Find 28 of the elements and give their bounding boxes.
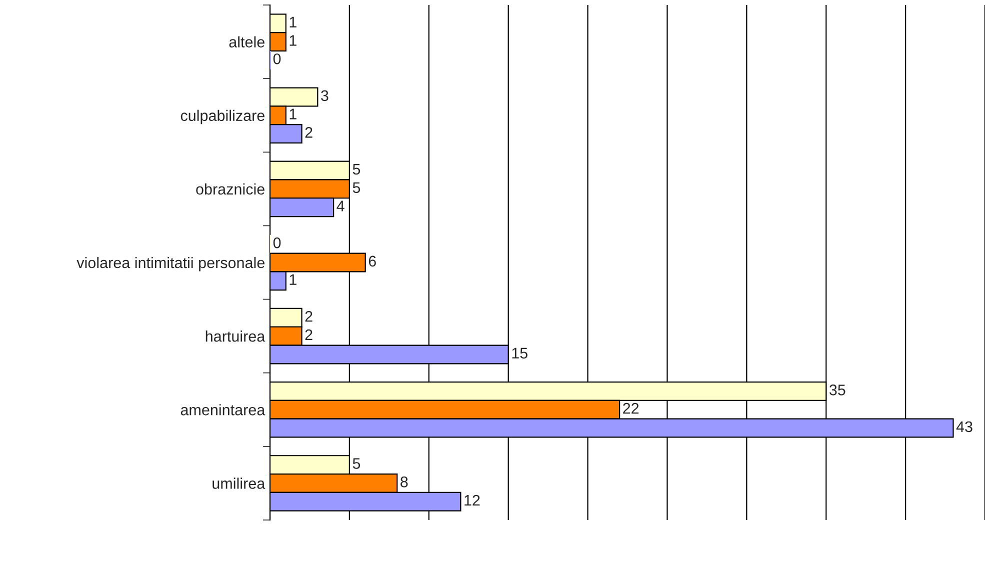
data-label: 15 — [512, 348, 528, 359]
y-tick-label: umilirea — [212, 478, 266, 489]
y-tick-label: altele — [229, 36, 264, 48]
y-tick-label: obraznicie — [196, 183, 264, 195]
data-label: 1 — [290, 108, 296, 120]
data-label: 1 — [290, 16, 296, 28]
data-label: 6 — [368, 256, 376, 267]
data-label: 35 — [829, 384, 846, 396]
y-tick-label: culpabilizare — [180, 110, 264, 124]
data-label: 8 — [400, 476, 408, 488]
data-label: 2 — [305, 329, 312, 340]
data-label: 22 — [623, 402, 639, 414]
y-tick-label: violarea intimitatii personale — [76, 256, 264, 272]
data-label: 1 — [290, 274, 296, 285]
data-label: 1 — [290, 35, 296, 46]
data-label: 5 — [352, 182, 360, 194]
data-label: 3 — [321, 90, 328, 102]
data-label: 5 — [352, 164, 360, 175]
data-label: 4 — [336, 200, 344, 212]
data-label: 5 — [352, 458, 360, 469]
data-label: 0 — [273, 53, 281, 64]
data-label: 2 — [305, 127, 312, 138]
data-label: 12 — [464, 494, 480, 506]
y-tick-label: amenintarea — [180, 404, 266, 416]
y-tick-label: hartuirea — [206, 330, 266, 342]
data-label: 0 — [273, 237, 281, 248]
data-label: 2 — [305, 310, 312, 322]
data-label: 43 — [956, 421, 972, 432]
